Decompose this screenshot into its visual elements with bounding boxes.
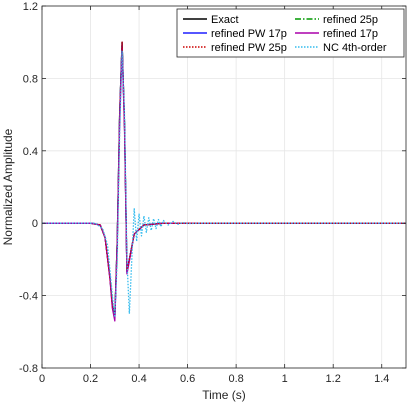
x-tick-label: 0 xyxy=(39,373,45,385)
y-tick-label: 1.2 xyxy=(23,1,38,13)
y-tick-label: 0.4 xyxy=(23,146,38,158)
legend-label: refined PW 17p xyxy=(211,28,287,40)
x-tick-label: 1.4 xyxy=(374,373,389,385)
y-tick-label: 0.8 xyxy=(23,73,38,85)
y-tick-label: -0.8 xyxy=(19,363,38,375)
legend-label: Exact xyxy=(211,14,239,26)
x-tick-label: 0.2 xyxy=(83,373,98,385)
y-axis-label: Normalized Amplitude xyxy=(1,128,15,245)
x-tick-label: 0.8 xyxy=(228,373,243,385)
legend-box xyxy=(176,8,405,58)
y-tick-label: -0.4 xyxy=(19,291,38,303)
y-tick-label: 0 xyxy=(32,218,38,230)
plot-background xyxy=(42,6,406,368)
series-layer xyxy=(42,41,406,322)
x-axis-label: Time (s) xyxy=(202,388,246,402)
x-tick-label: 1.2 xyxy=(326,373,341,385)
x-tick-label: 0.4 xyxy=(131,373,146,385)
x-tick-label: 0.6 xyxy=(180,373,195,385)
legend-label: refined 17p xyxy=(323,28,378,40)
x-tick-label: 1 xyxy=(282,373,288,385)
plot-frame xyxy=(41,5,407,369)
legend-label: NC 4th-order xyxy=(323,42,387,54)
ticks: 0 0.2 0.4 0.6 0.8 1 1.2 1.4 -0.8 -0.4 0 0.4 0.8 1.2 xyxy=(19,1,406,385)
legend-label: refined 25p xyxy=(323,14,378,26)
legend-label: refined PW 25p xyxy=(211,42,287,54)
legend: Exact refined 25p refined PW 17p refined 17… xyxy=(176,8,405,58)
series-line-nc-4th-order xyxy=(42,50,406,318)
